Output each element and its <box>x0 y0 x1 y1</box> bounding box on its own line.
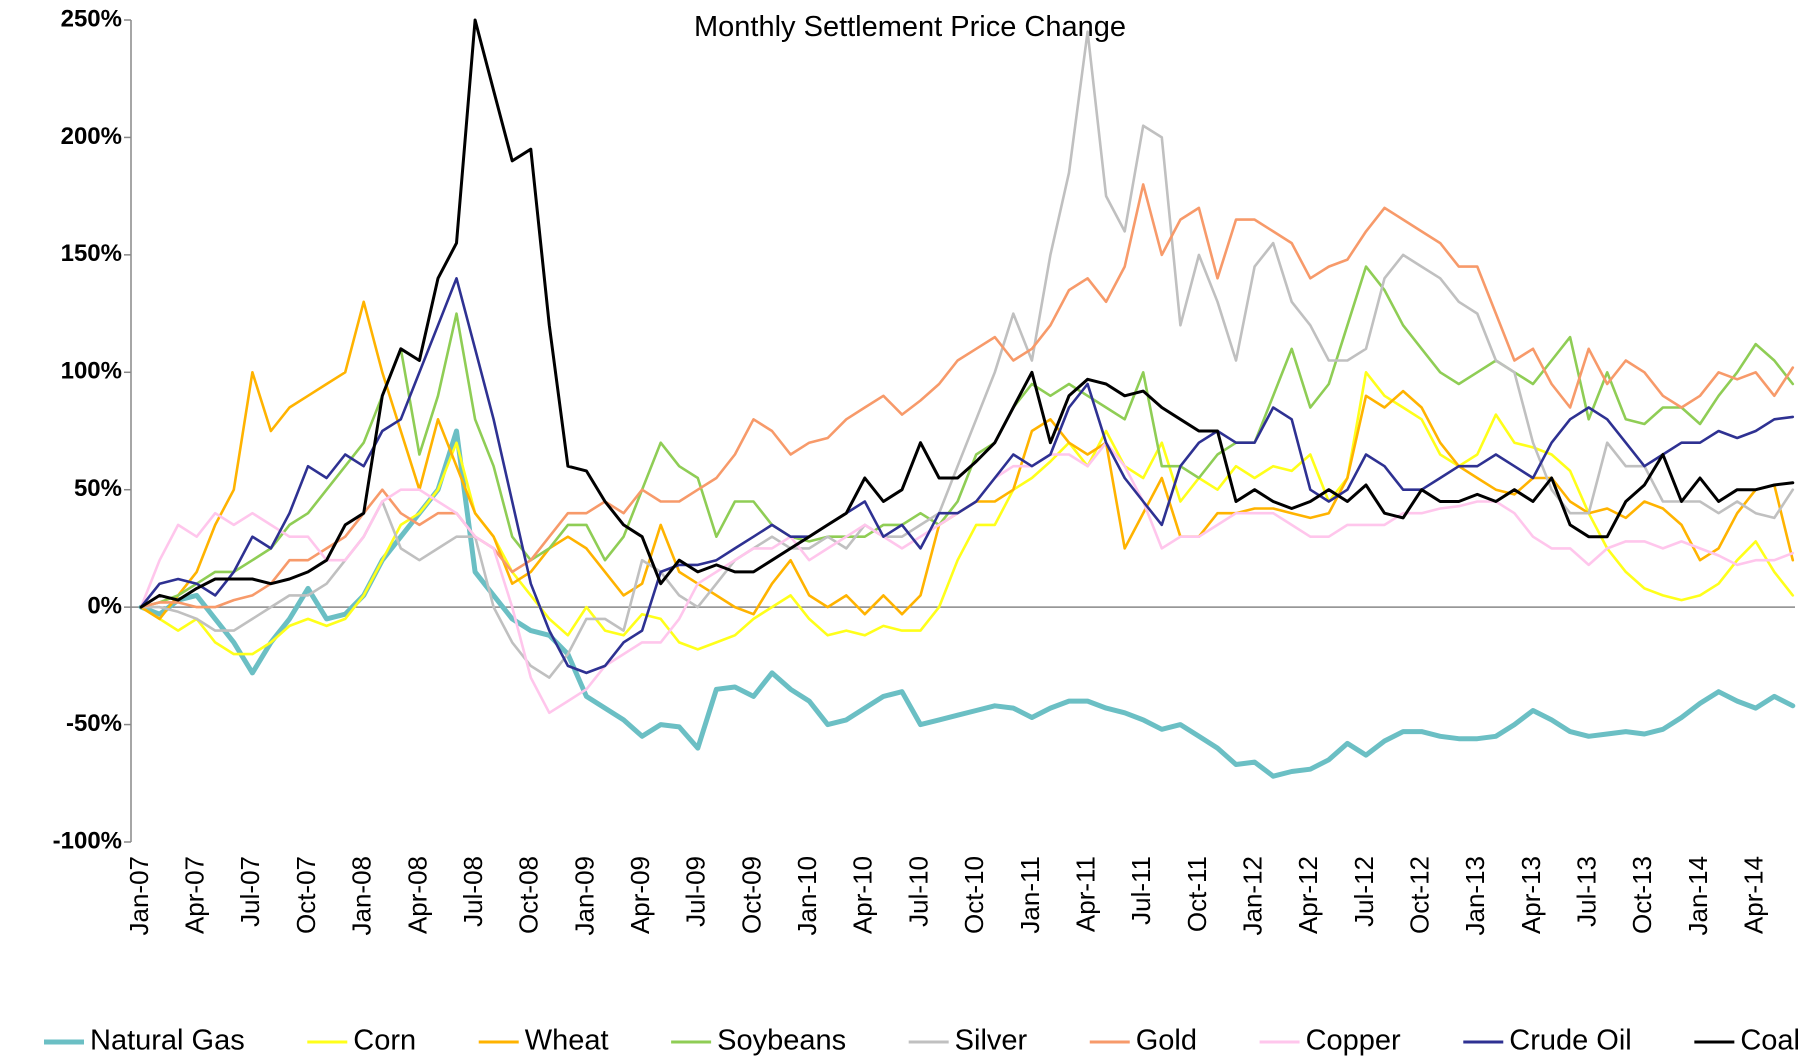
x-tick-label: Jul-12 <box>1349 856 1379 927</box>
x-tick-label: Jan-12 <box>1237 856 1267 936</box>
x-tick-label: Apr-10 <box>848 856 878 934</box>
x-tick-label: Oct-11 <box>1182 856 1212 932</box>
legend-label: Silver <box>955 1025 1028 1057</box>
x-tick-label: Oct-10 <box>959 856 989 934</box>
legend-label: Coal <box>1740 1025 1800 1057</box>
x-tick-label: Apr-07 <box>180 856 210 934</box>
legend-label: Crude Oil <box>1509 1025 1632 1057</box>
x-tick-label: Jul-09 <box>681 856 711 927</box>
chart-title: Monthly Settlement Price Change <box>694 11 1126 43</box>
y-tick-label: -50% <box>66 710 122 737</box>
series-line <box>139 18 1795 609</box>
x-tick-label: Jan-11 <box>1015 856 1045 934</box>
x-tick-label: Oct-13 <box>1627 856 1657 934</box>
x-tick-label: Jan-14 <box>1683 856 1713 936</box>
x-tick-label: Apr-13 <box>1516 856 1546 934</box>
x-tick-label: Apr-12 <box>1293 856 1323 934</box>
series-line <box>139 265 1795 609</box>
x-tick-label: Jul-08 <box>458 856 488 927</box>
x-tick-label: Apr-09 <box>625 856 655 934</box>
y-tick-label: -100% <box>53 827 122 854</box>
y-tick-label: 250% <box>61 5 122 32</box>
series-line <box>138 428 1796 779</box>
x-tick-label: Jul-11 <box>1126 856 1156 925</box>
x-tick-label: Jan-09 <box>569 856 599 936</box>
x-tick-label: Jul-13 <box>1572 856 1602 927</box>
y-tick-label: 0% <box>87 592 122 619</box>
x-tick-label: Oct-09 <box>736 856 766 934</box>
x-tick-label: Apr-08 <box>402 856 432 934</box>
series-line <box>139 371 1795 656</box>
x-tick-label: Jan-10 <box>792 856 822 936</box>
series-line <box>139 441 1795 715</box>
x-tick-label: Jan-07 <box>124 856 154 936</box>
y-tick-label: 150% <box>61 240 122 267</box>
x-tick-label: Jan-08 <box>347 856 377 936</box>
x-tick-label: Oct-07 <box>291 856 321 934</box>
series-line <box>139 30 1795 679</box>
legend-label: Gold <box>1136 1025 1197 1057</box>
legend-label: Corn <box>353 1025 416 1057</box>
series-line <box>139 183 1795 609</box>
legend-label: Wheat <box>525 1025 609 1057</box>
y-tick-label: 100% <box>61 358 122 385</box>
x-tick-label: Oct-12 <box>1405 856 1435 934</box>
x-tick-label: Oct-08 <box>514 856 544 934</box>
x-tick-label: Jan-13 <box>1460 856 1490 936</box>
x-tick-label: Jul-10 <box>903 856 933 927</box>
x-tick-label: Apr-14 <box>1739 856 1769 934</box>
x-tick-label: Apr-11 <box>1070 856 1100 932</box>
x-tick-label: Jul-07 <box>235 856 265 927</box>
series-line <box>139 300 1795 621</box>
legend-label: Soybeans <box>717 1025 846 1057</box>
y-tick-label: 200% <box>61 123 122 150</box>
legend-label: Natural Gas <box>90 1025 245 1057</box>
legend-label: Copper <box>1306 1025 1401 1057</box>
legend: Natural Gas Corn Wheat Soybeans Silver Gold Co… <box>44 1025 1800 1057</box>
series-line <box>139 277 1795 675</box>
y-tick-label: 50% <box>74 475 122 502</box>
